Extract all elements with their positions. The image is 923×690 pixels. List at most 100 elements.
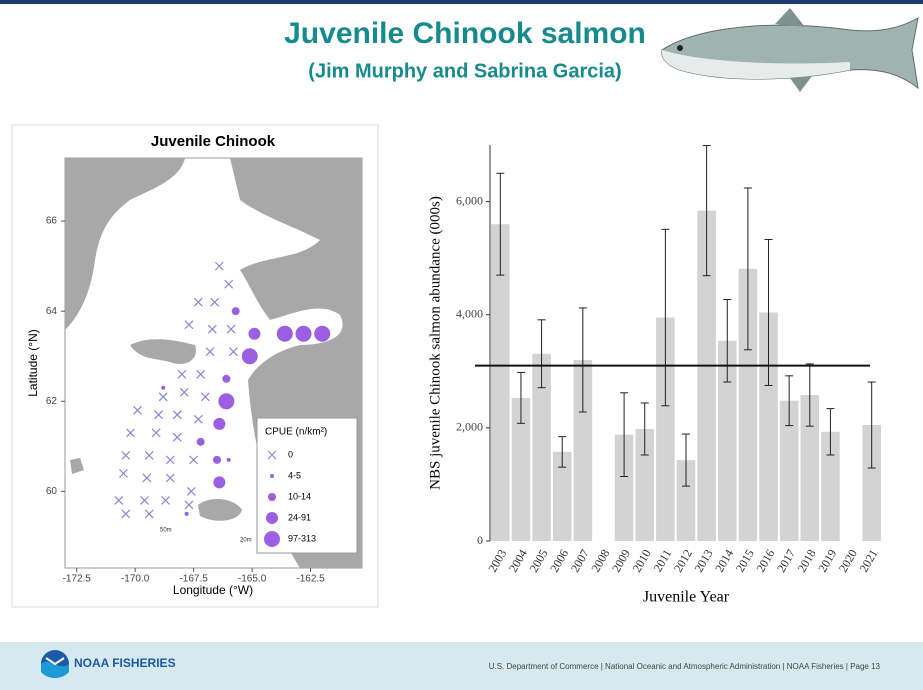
- cross-stroke: [165, 473, 175, 483]
- cross-marker: [177, 369, 187, 379]
- cross-marker: [119, 468, 128, 478]
- cross-marker: [165, 473, 175, 483]
- cpue-point: [231, 307, 240, 316]
- cpue-point: [314, 325, 331, 342]
- cross-marker: [121, 509, 131, 519]
- cross-marker: [210, 297, 220, 307]
- error-bar: [537, 319, 546, 389]
- bar: [635, 428, 655, 541]
- x-tick-label: 2005: [526, 547, 550, 575]
- cross-marker: [161, 495, 170, 505]
- cross-stroke: [228, 347, 238, 357]
- bar: [676, 460, 696, 541]
- error-bar: [702, 145, 711, 277]
- cross-stroke: [207, 324, 217, 334]
- cross-stroke: [226, 324, 236, 334]
- cpue-point: [213, 417, 226, 430]
- bar: [656, 317, 675, 541]
- cross-marker: [154, 410, 163, 420]
- error-bar: [661, 228, 670, 407]
- y-tick-label: 64: [46, 306, 58, 317]
- cross-marker: [200, 392, 210, 402]
- x-tick-label: 2021: [857, 547, 881, 575]
- cross-marker: [144, 450, 154, 460]
- cross-marker: [184, 320, 194, 330]
- y-tick-label: 4,000: [456, 306, 483, 320]
- error-bar: [723, 298, 732, 383]
- cross-stroke: [205, 347, 215, 357]
- bar: [738, 268, 758, 541]
- cross-stroke: [193, 414, 203, 424]
- x-tick-label: -162.5: [296, 574, 325, 585]
- x-tick-label: -172.5: [63, 574, 92, 585]
- bar: [759, 312, 778, 541]
- cross-marker: [114, 495, 124, 505]
- error-bar: [785, 375, 794, 427]
- cpue-point: [270, 474, 274, 478]
- cross-stroke: [151, 428, 161, 438]
- legend-label: 10-14: [288, 491, 311, 501]
- land-nunivak: [198, 498, 242, 521]
- cross-marker: [226, 324, 236, 334]
- cross-marker: [224, 279, 234, 289]
- noaa-logo: [41, 650, 69, 678]
- error-bar: [682, 433, 690, 487]
- bar: [697, 210, 716, 541]
- cross-stroke: [177, 369, 187, 379]
- bar: [862, 425, 881, 541]
- cross-marker: [196, 369, 206, 379]
- error-bar: [826, 408, 835, 456]
- cross-marker: [186, 486, 196, 496]
- legend-label: 0: [288, 449, 293, 459]
- cross-marker: [179, 387, 189, 397]
- cross-stroke: [154, 410, 163, 420]
- cross-stroke: [200, 392, 210, 402]
- cpue-point: [266, 512, 278, 524]
- cross-stroke: [114, 495, 124, 505]
- cpue-point: [241, 348, 258, 365]
- cross-marker: [121, 450, 131, 460]
- error-bar: [743, 187, 752, 351]
- x-tick-label: -165.0: [238, 574, 267, 585]
- cross-marker: [267, 450, 277, 460]
- cross-stroke: [267, 450, 277, 460]
- land-russia: [65, 158, 185, 330]
- y-axis-label: Latitude (°N): [26, 329, 40, 397]
- x-tick-label: -167.5: [179, 574, 208, 585]
- legend-label: 24-91: [288, 512, 311, 522]
- cpue-point: [276, 325, 293, 342]
- bar: [552, 451, 572, 541]
- bar: [779, 400, 799, 541]
- x-tick-label: 2013: [691, 547, 715, 575]
- cpue-point: [196, 437, 205, 446]
- slide-subtitle: (Jim Murphy and Sabrina Garcia): [308, 60, 621, 82]
- cpue-point: [295, 325, 312, 342]
- x-tick-label: 2014: [712, 547, 736, 575]
- error-bar: [640, 402, 649, 456]
- legend-label: 97-313: [288, 533, 316, 543]
- cross-stroke: [161, 495, 170, 505]
- bar: [614, 434, 634, 541]
- footer-brand: NOAA FISHERIES: [74, 656, 176, 670]
- cpue-point: [213, 455, 222, 464]
- cross-marker: [133, 405, 142, 415]
- legend-box: [256, 417, 358, 554]
- y-tick-label: 66: [46, 216, 58, 227]
- footer-band: [0, 642, 923, 690]
- cross-stroke: [193, 297, 203, 307]
- error-bar: [578, 307, 587, 413]
- cross-marker: [184, 500, 194, 510]
- cpue-point: [218, 393, 235, 410]
- x-tick-label: 2015: [733, 547, 757, 575]
- cpue-point: [161, 385, 166, 390]
- bar: [511, 397, 531, 541]
- x-tick-label: 2018: [795, 547, 819, 575]
- cross-marker: [193, 297, 203, 307]
- cross-stroke: [196, 369, 206, 379]
- error-bar: [805, 363, 814, 427]
- x-tick-label: 2003: [485, 547, 509, 575]
- cpue-point: [222, 374, 231, 383]
- cross-stroke: [184, 320, 194, 330]
